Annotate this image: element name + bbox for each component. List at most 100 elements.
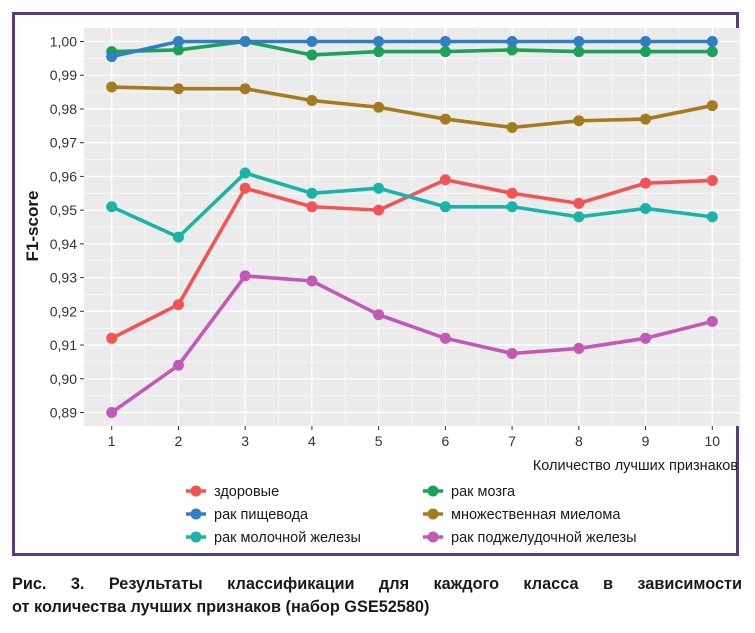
data-point [373,309,385,321]
y-tick-label: 0,96 [50,168,77,184]
x-tick-label: 8 [575,433,583,449]
series-line [109,85,715,130]
y-tick-label: 0,95 [50,202,77,218]
data-point [239,270,251,282]
data-point [573,197,585,209]
data-point [106,81,118,93]
data-point [640,202,652,214]
data-point [172,35,184,47]
figure-caption: Рис. 3. Результаты классификации для каж… [12,573,742,619]
data-point [506,35,518,47]
y-tick-label: 1,00 [50,33,77,49]
series-line [109,39,715,59]
data-point [573,46,585,58]
data-point [506,347,518,359]
data-point [306,201,318,213]
data-point [706,35,718,47]
legend-label: рак мозга [451,484,516,500]
legend-item: здоровые [186,484,279,500]
data-point [306,95,318,107]
y-tick-label: 0,90 [50,371,77,387]
data-point [306,35,318,47]
data-point [373,204,385,216]
legend-label: рак молочной железы [214,530,361,546]
data-point [439,174,451,186]
data-point [573,115,585,127]
data-point [172,231,184,243]
x-tick-label: 9 [642,433,650,449]
data-point [439,46,451,58]
caption-line-1: Рис. 3. Результаты классификации для каж… [12,575,742,593]
x-tick-label: 10 [705,433,721,449]
legend: здоровые рак пищевода рак молочной железы р… [186,484,637,546]
data-point [506,187,518,199]
legend-key-dot [427,485,439,497]
data-point [172,83,184,95]
legend-key-dot [427,531,439,543]
data-point [373,35,385,47]
series-line [109,171,715,239]
series-рак-пищевода [106,35,718,63]
legend-item: рак мозга [423,484,516,500]
data-point [439,201,451,213]
y-tick-label: 0,94 [50,236,77,252]
legend-label: здоровые [214,484,279,500]
legend-item: рак пищевода [186,507,309,523]
caption-line-2: от количества лучших признаков (набор GS… [12,598,430,616]
series-множественная-миелома [106,81,718,133]
axes: 0,89 0,90 0,91 0,92 0,93 0,94 0,95 0,96 0,97 0,98… [50,33,721,449]
series-line [109,274,715,415]
x-tick-label: 1 [108,433,116,449]
series-line [109,177,715,341]
y-axis-title: F1-score [23,191,42,262]
data-point [439,113,451,125]
x-tick-label: 4 [308,433,316,449]
legend-item: рак молочной железы [186,530,361,546]
x-tick-label: 7 [508,433,516,449]
x-tick-label: 3 [241,433,249,449]
y-tick-label: 0,92 [50,303,77,319]
y-tick-label: 0,91 [50,337,77,353]
legend-item: множественная миелома [423,507,621,523]
data-point [373,101,385,113]
data-point [239,167,251,179]
y-tick-label: 0,89 [50,405,77,421]
data-point [573,35,585,47]
data-point [706,46,718,58]
data-point [439,35,451,47]
legend-label: рак пищевода [214,507,309,523]
series-рак-поджелудочной-железы [106,270,718,419]
data-point [106,201,118,213]
line-chart: 0,89 0,90 0,91 0,92 0,93 0,94 0,95 0,96 0,97 0,98… [23,28,740,546]
data-point [106,332,118,344]
data-point [706,211,718,223]
data-point [306,187,318,199]
y-tick-label: 0,97 [50,135,77,151]
data-point [172,299,184,311]
data-point [640,332,652,344]
data-point [306,49,318,61]
data-point [373,46,385,58]
data-point [172,359,184,371]
legend-key-dot [190,531,202,543]
data-point [706,174,718,186]
data-point [573,211,585,223]
data-point [640,46,652,58]
legend-key-dot [190,485,202,497]
x-tick-label: 2 [175,433,183,449]
data-point [106,407,118,419]
data-point [506,122,518,133]
y-tick-label: 0,93 [50,270,77,286]
data-point [506,44,518,56]
series-рак-молочной-железы [106,167,718,243]
data-point [706,315,718,327]
x-tick-label: 6 [441,433,449,449]
y-tick-label: 0,99 [50,67,77,83]
x-tick-label: 5 [375,433,383,449]
data-point [640,177,652,189]
data-point [373,182,385,194]
data-point [306,275,318,287]
legend-key-dot [427,508,439,520]
data-point [573,342,585,354]
data-point [106,51,118,63]
